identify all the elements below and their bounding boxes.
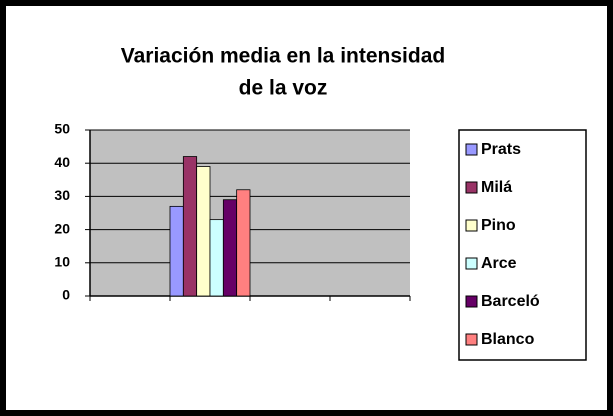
chart-title: Variación media en la intensidad bbox=[121, 45, 445, 68]
bar bbox=[196, 166, 211, 297]
chart-title: de la voz bbox=[239, 77, 328, 100]
y-tick-label: 50 bbox=[54, 121, 70, 137]
legend-swatch bbox=[465, 181, 478, 194]
legend-label: Arce bbox=[481, 255, 517, 272]
legend-swatch bbox=[465, 143, 478, 156]
y-tick-label: 30 bbox=[54, 187, 70, 203]
bar bbox=[222, 199, 238, 297]
bar bbox=[236, 189, 251, 297]
bar bbox=[169, 205, 184, 297]
y-tick-label: 10 bbox=[54, 254, 70, 270]
legend-label: Blanco bbox=[481, 331, 535, 348]
legend-swatch bbox=[465, 257, 478, 270]
bar bbox=[182, 156, 198, 297]
legend-box bbox=[458, 129, 587, 361]
bar bbox=[209, 219, 224, 297]
legend-label: Barceló bbox=[481, 293, 540, 310]
legend-label: Pino bbox=[481, 217, 516, 234]
legend-swatch bbox=[465, 295, 478, 308]
legend-label: Prats bbox=[481, 141, 521, 158]
y-tick-label: 0 bbox=[62, 287, 70, 303]
y-tick-label: 20 bbox=[54, 220, 70, 236]
y-tick-label: 40 bbox=[54, 154, 70, 170]
legend-swatch bbox=[465, 333, 478, 346]
legend-label: Milá bbox=[481, 179, 512, 196]
legend-swatch bbox=[465, 219, 478, 232]
